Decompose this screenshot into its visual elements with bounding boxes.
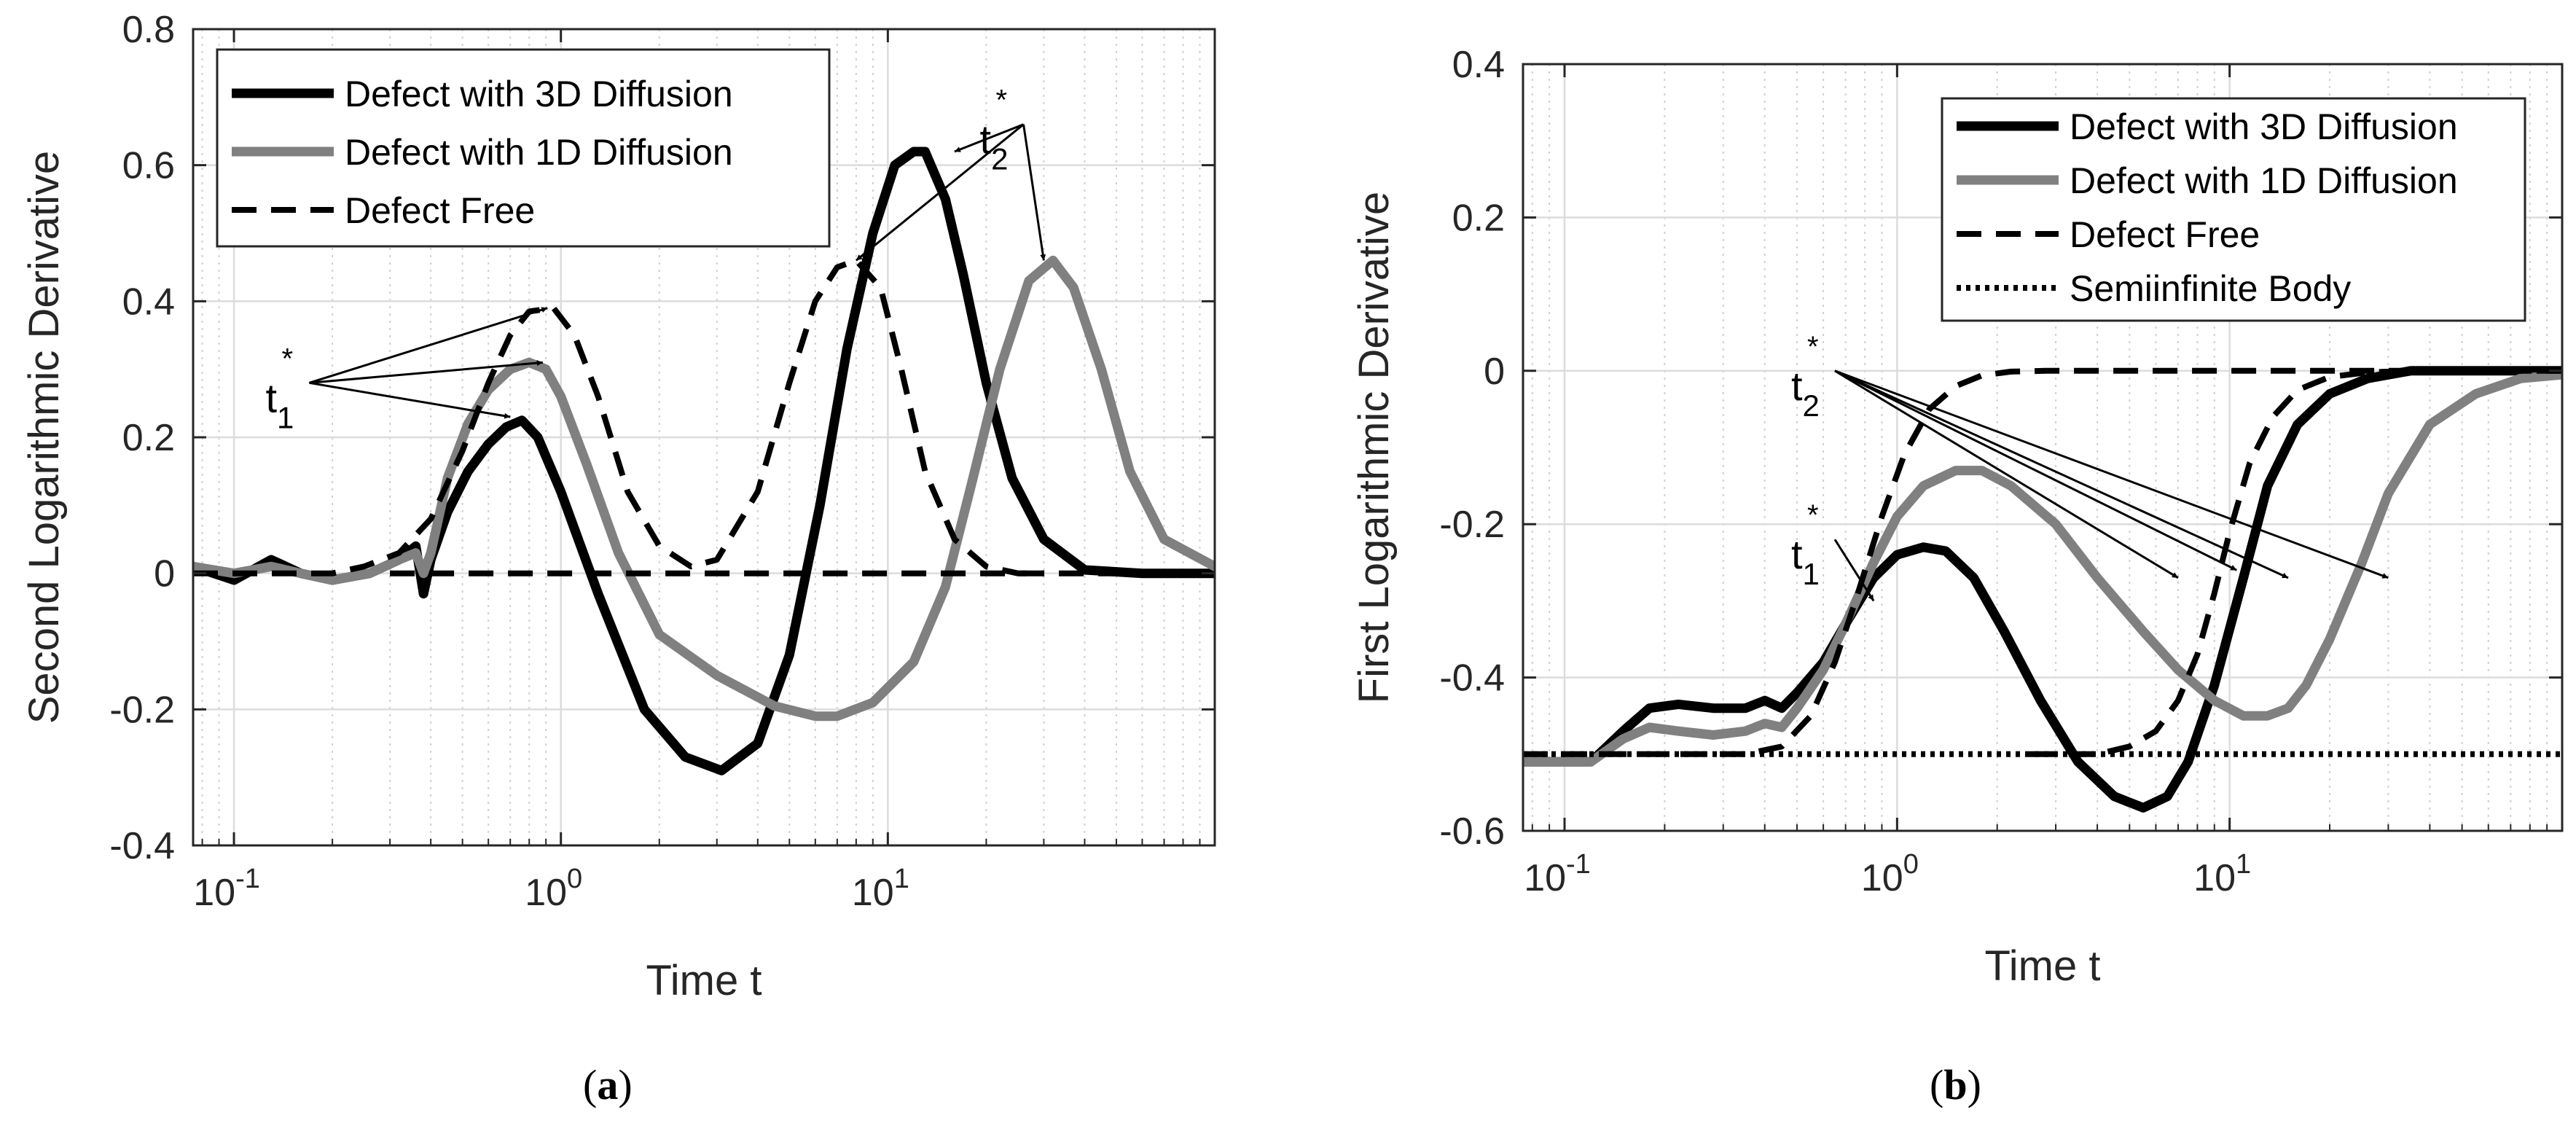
y-tick-label: -0.2 bbox=[1439, 504, 1505, 546]
y-tick-label: -0.4 bbox=[1439, 657, 1505, 700]
annotation-star: * bbox=[1807, 331, 1819, 363]
caption-a: (a) bbox=[583, 1061, 633, 1109]
x-tick-label-base: 10 bbox=[852, 872, 894, 914]
annotation-arrow bbox=[308, 307, 548, 384]
annotation-arrow bbox=[1834, 370, 2238, 571]
legend-label: Semiinfinite Body bbox=[2070, 268, 2351, 309]
x-axis-label: Time t bbox=[1985, 942, 2101, 990]
ticks: 10-1 100 101-0.6-0.4-0.200.20.4 bbox=[1439, 44, 2562, 899]
y-tick-label: 0.2 bbox=[122, 417, 175, 459]
legend-label: Defect with 3D Diffusion bbox=[345, 74, 733, 114]
annotation-arrow bbox=[1022, 124, 1046, 261]
annotation-arrow bbox=[1834, 370, 2389, 579]
x-tick-label-base: 10 bbox=[193, 872, 235, 914]
x-tick-label-exp: -1 bbox=[1566, 849, 1591, 880]
annotation-star: * bbox=[281, 343, 293, 375]
annotations: t1*t2* bbox=[1791, 331, 2389, 602]
x-tick-label: 100 bbox=[525, 864, 582, 914]
legend-label: Defect with 1D Diffusion bbox=[345, 132, 733, 173]
axes-box bbox=[1522, 63, 2564, 832]
legend: Defect with 3D Diffusion Defect with 1D D… bbox=[216, 48, 831, 248]
y-tick-label: -0.4 bbox=[109, 825, 175, 867]
series-line-defect-free bbox=[193, 257, 1044, 576]
annotation-label-t1: t1 bbox=[1791, 531, 1820, 591]
y-tick-label: 0 bbox=[1484, 351, 1505, 393]
y-tick-label: 0.4 bbox=[1452, 44, 1505, 86]
annotations: t1*t2* bbox=[265, 85, 1046, 434]
y-tick-label: 0.6 bbox=[122, 145, 175, 187]
series-group bbox=[1523, 366, 2562, 813]
legend-label: Defect Free bbox=[345, 190, 535, 231]
annotation-subscript: 2 bbox=[1803, 388, 1820, 423]
annotation-arrow bbox=[1834, 370, 2289, 579]
annotation-t: t bbox=[265, 375, 277, 421]
annotation-arrow bbox=[309, 360, 543, 384]
x-tick-label-exp: 0 bbox=[1903, 849, 1919, 880]
legend-label: Defect with 3D Diffusion bbox=[2070, 106, 2458, 147]
annotation-star: * bbox=[996, 85, 1008, 117]
series-line-defect-free-shifted- bbox=[2029, 367, 2562, 757]
annotation-label-t1: t1 bbox=[265, 375, 294, 434]
annotation-arrow bbox=[1834, 370, 2179, 579]
legend-label: Defect with 1D Diffusion bbox=[2070, 160, 2458, 201]
annotation-subscript: 1 bbox=[1803, 557, 1820, 591]
annotation-arrow bbox=[309, 381, 511, 419]
x-tick-label-base: 10 bbox=[1861, 857, 1903, 899]
annotation-label-t2: t2 bbox=[1791, 363, 1820, 423]
annotation-arrow bbox=[954, 123, 1025, 153]
series-line-defect-with-3d-diffusion bbox=[1523, 366, 2562, 813]
y-tick-label: 0.4 bbox=[122, 281, 175, 323]
annotation-arrow bbox=[855, 123, 1025, 262]
ticks: 10-1 100 101-0.4-0.200.20.40.60.8 bbox=[109, 9, 1215, 914]
x-tick-label-exp: -1 bbox=[235, 864, 260, 894]
annotation-star: * bbox=[1807, 499, 1819, 531]
x-tick-label: 10-1 bbox=[193, 864, 260, 914]
y-tick-label: -0.2 bbox=[109, 689, 175, 731]
annotation-subscript: 1 bbox=[277, 400, 294, 434]
x-tick-label-base: 10 bbox=[525, 872, 567, 914]
caption-a-label: a bbox=[597, 1061, 619, 1109]
y-axis-label: First Logarithmic Derivative bbox=[1350, 192, 1398, 704]
series-line-defect-free bbox=[1523, 367, 2562, 757]
legend: Defect with 3D Diffusion Defect with 1D D… bbox=[1941, 97, 2526, 322]
x-tick-label: 101 bbox=[852, 864, 909, 914]
series-line-defect-with-1d-diffusion bbox=[193, 255, 1215, 722]
annotation-arrow bbox=[1833, 539, 1875, 602]
x-tick-label-base: 10 bbox=[1524, 857, 1566, 899]
annotation-t: t bbox=[1791, 363, 1803, 409]
x-tick-label-base: 10 bbox=[2193, 857, 2236, 899]
caption-b-label: b bbox=[1943, 1061, 1968, 1109]
y-tick-label: 0 bbox=[154, 553, 175, 595]
x-tick-label-exp: 1 bbox=[894, 864, 909, 894]
x-tick-label-exp: 1 bbox=[2236, 849, 2251, 880]
annotation-t: t bbox=[1791, 531, 1803, 577]
legend-box bbox=[1941, 97, 2526, 322]
y-tick-label: -0.6 bbox=[1439, 810, 1505, 853]
y-tick-label: 0.8 bbox=[122, 9, 175, 51]
x-tick-label-exp: 0 bbox=[567, 864, 582, 894]
y-axis-label: Second Logarithmic Derivative bbox=[20, 151, 68, 724]
x-tick-label: 10-1 bbox=[1524, 849, 1591, 899]
series-line-defect-with-1d-diffusion bbox=[1523, 370, 2562, 767]
annotation-subscript: 2 bbox=[991, 142, 1008, 176]
x-tick-label: 101 bbox=[2193, 849, 2251, 899]
x-axis-label: Time t bbox=[646, 957, 762, 1004]
series-group bbox=[193, 146, 1215, 775]
x-tick-label: 100 bbox=[1861, 849, 1919, 899]
caption-b: (b) bbox=[1930, 1061, 1981, 1109]
legend-label: Defect Free bbox=[2070, 214, 2260, 255]
y-tick-label: 0.2 bbox=[1452, 197, 1505, 239]
